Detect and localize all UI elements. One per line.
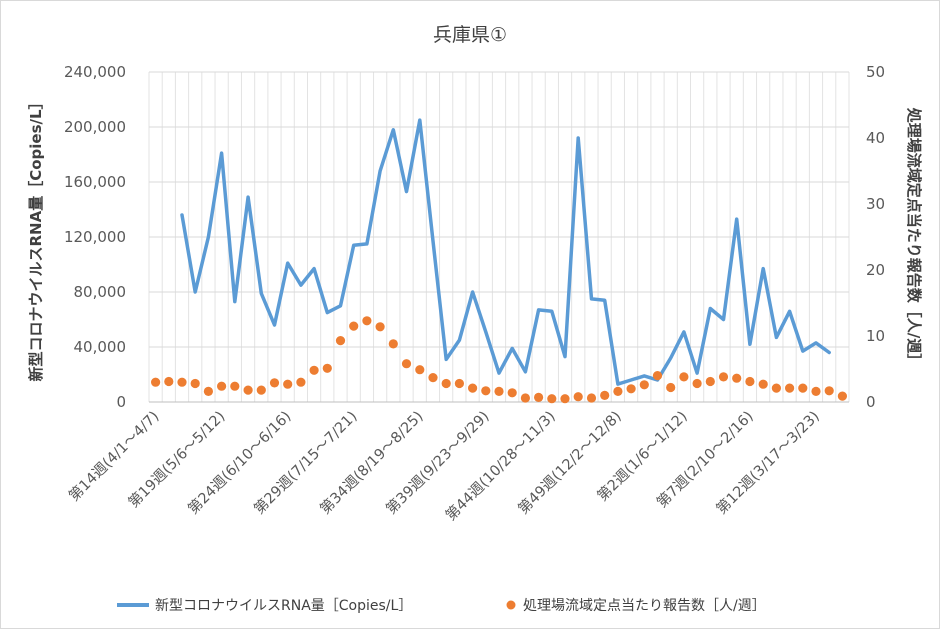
- y2-axis-label: 処理場流域定点当たり報告数［人/週］: [905, 107, 923, 368]
- data-point-report: [785, 383, 795, 393]
- data-point-report: [309, 365, 319, 375]
- data-point-report: [534, 392, 544, 402]
- data-point-report: [600, 390, 610, 400]
- x-axis: 第14週(4/1～4/7)第19週(5/6～5/12)第24週(6/10～6/1…: [65, 407, 823, 524]
- data-point-report: [401, 359, 412, 369]
- legend-label-rna: 新型コロナウイルスRNA量［Copies/L］: [155, 598, 412, 614]
- data-point-report: [415, 365, 425, 375]
- y-tick-label: 40,000: [74, 338, 127, 356]
- data-point-report: [494, 386, 504, 396]
- legend-dot-swatch: [506, 600, 516, 610]
- data-point-report: [652, 371, 663, 381]
- data-point-report: [243, 385, 253, 395]
- data-point-report: [639, 380, 649, 390]
- y-axis-label: 新型コロナウイルスRNA量［Copies/L］: [27, 94, 45, 381]
- y-axis-left: 0 40,000 80,000 120,000 160,000 200,000 240,00…: [64, 63, 126, 411]
- data-point-report: [190, 378, 200, 389]
- x-tick-label: 第44週(10/28～11/3): [442, 407, 559, 524]
- y-tick-label: 80,000: [74, 283, 127, 301]
- data-point-report: [679, 372, 689, 382]
- data-point-report: [547, 394, 557, 404]
- y2-tick-label: 50: [866, 63, 885, 81]
- grid: [148, 71, 850, 403]
- y-tick-label: 120,000: [64, 228, 126, 246]
- y2-tick-label: 10: [866, 327, 885, 345]
- data-point-report: [705, 376, 715, 387]
- data-point-report: [732, 373, 742, 383]
- legend: 新型コロナウイルスRNA量［Copies/L］ 処理場流域定点当たり報告数［人/…: [117, 598, 766, 614]
- y2-tick-label: 20: [866, 261, 885, 279]
- data-point-report: [520, 393, 531, 403]
- data-point-report: [230, 381, 240, 391]
- legend-label-reports: 処理場流域定点当たり報告数［人/週］: [523, 598, 766, 614]
- data-point-report: [718, 372, 729, 382]
- data-point-report: [454, 378, 464, 389]
- y2-tick-label: 0: [866, 393, 876, 411]
- data-point-report: [481, 386, 491, 396]
- data-point-report: [428, 373, 438, 383]
- data-point-report: [335, 336, 346, 346]
- x-tick-label: 第12週(3/17～3/23): [712, 407, 823, 518]
- data-point-report: [441, 378, 451, 389]
- data-point-report: [349, 321, 359, 331]
- y-tick-label: 240,000: [64, 63, 126, 81]
- data-point-report: [151, 377, 161, 387]
- data-point-report: [666, 382, 676, 393]
- data-point-report: [322, 363, 332, 373]
- y-tick-label: 0: [116, 393, 126, 411]
- y-axis-right: 0 10 20 30 40 50: [866, 63, 885, 411]
- data-point-report: [837, 391, 848, 401]
- data-point-report: [798, 383, 808, 393]
- data-point-report: [468, 383, 478, 393]
- data-point-report: [586, 393, 597, 403]
- data-point-report: [771, 383, 782, 393]
- data-point-report: [745, 376, 755, 387]
- data-point-report: [375, 322, 385, 332]
- data-point-report: [164, 376, 174, 387]
- series-layer: [151, 118, 848, 404]
- data-point-report: [388, 339, 398, 349]
- y-tick-label: 200,000: [64, 118, 126, 136]
- data-point-report: [177, 377, 187, 387]
- data-point-report: [824, 386, 834, 396]
- chart-title: 兵庫県①: [433, 24, 507, 46]
- data-point-report: [362, 316, 372, 326]
- data-point-report: [256, 385, 266, 395]
- data-point-report: [296, 377, 306, 387]
- y2-tick-label: 30: [866, 195, 885, 213]
- data-point-report: [811, 386, 821, 396]
- y2-tick-label: 40: [866, 129, 885, 147]
- data-point-report: [560, 394, 570, 404]
- data-point-report: [283, 379, 293, 389]
- data-point-report: [217, 381, 227, 391]
- data-point-report: [613, 386, 623, 396]
- data-point-report: [573, 392, 583, 402]
- data-point-report: [269, 378, 280, 388]
- data-point-report: [692, 378, 702, 389]
- data-point-report: [758, 379, 768, 389]
- data-point-report: [507, 388, 517, 398]
- data-point-report: [203, 386, 213, 396]
- series-line-rna: [180, 118, 831, 386]
- data-point-report: [626, 384, 636, 394]
- y-tick-label: 160,000: [64, 173, 126, 191]
